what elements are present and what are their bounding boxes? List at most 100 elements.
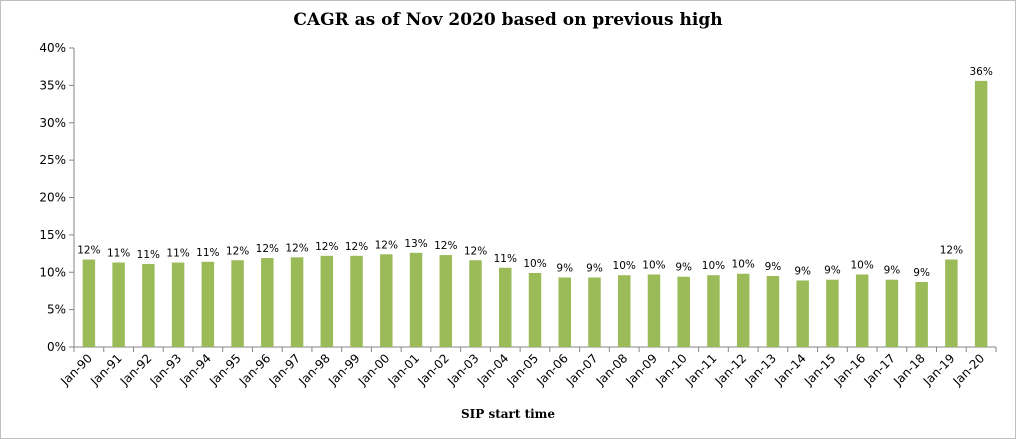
x-tick-label: Jan-02 xyxy=(414,351,452,389)
data-label: 12% xyxy=(940,245,963,257)
x-tick-label: Jan-07 xyxy=(563,351,601,389)
data-label: 11% xyxy=(107,248,130,260)
y-tick-label: 35% xyxy=(39,78,66,92)
data-label: 12% xyxy=(226,245,249,257)
bar xyxy=(409,252,423,347)
bar xyxy=(290,257,304,347)
bar xyxy=(112,262,125,347)
bar xyxy=(855,274,869,347)
bar xyxy=(142,264,155,347)
x-tick-label: Jan-08 xyxy=(593,351,631,389)
data-label: 10% xyxy=(613,260,636,272)
x-tick-label: Jan-16 xyxy=(831,351,869,389)
bar xyxy=(261,258,274,347)
data-label: 12% xyxy=(434,240,457,252)
bar xyxy=(677,276,690,347)
x-tick-label: Jan-91 xyxy=(87,351,125,389)
data-label: 12% xyxy=(375,239,398,251)
bar xyxy=(707,275,720,347)
y-tick-label: 40% xyxy=(39,41,66,55)
data-label: 11% xyxy=(166,248,189,260)
x-tick-label: Jan-94 xyxy=(176,351,214,389)
x-tick-label: Jan-19 xyxy=(920,351,958,389)
data-label: 9% xyxy=(913,267,930,279)
bar xyxy=(588,277,601,347)
bar xyxy=(885,279,899,347)
bar xyxy=(558,277,571,347)
bar xyxy=(826,279,839,347)
x-tick-label: Jan-15 xyxy=(801,351,839,389)
x-tick-label: Jan-09 xyxy=(623,351,661,389)
bar xyxy=(82,259,96,347)
data-label: 12% xyxy=(285,242,308,254)
data-label: 11% xyxy=(196,247,219,259)
data-label: 11% xyxy=(137,249,160,261)
data-label: 13% xyxy=(404,238,427,250)
data-label: 9% xyxy=(556,262,573,274)
data-label: 9% xyxy=(824,265,841,277)
data-label: 9% xyxy=(884,265,901,277)
y-tick-label: 25% xyxy=(39,153,66,167)
bar xyxy=(499,267,512,347)
bar xyxy=(231,260,244,347)
x-tick-label: Jan-05 xyxy=(504,351,542,389)
bar xyxy=(915,281,928,347)
x-tick-label: Jan-14 xyxy=(771,351,809,389)
bar xyxy=(736,273,750,347)
bar xyxy=(647,274,661,347)
data-label: 11% xyxy=(494,253,517,265)
data-label: 10% xyxy=(850,259,873,271)
bar xyxy=(171,262,185,347)
x-tick-label: Jan-04 xyxy=(474,351,512,389)
data-label: 12% xyxy=(345,241,368,253)
x-tick-label: Jan-06 xyxy=(533,351,571,389)
x-tick-label: Jan-97 xyxy=(266,351,304,389)
x-tick-label: Jan-18 xyxy=(890,351,928,389)
data-label: 9% xyxy=(675,262,692,274)
x-tick-label: Jan-99 xyxy=(325,351,363,389)
x-tick-label: Jan-92 xyxy=(117,351,155,389)
data-label: 9% xyxy=(765,261,782,273)
y-tick-label: 30% xyxy=(39,116,66,130)
data-label: 12% xyxy=(256,243,279,255)
x-tick-label: Jan-20 xyxy=(950,351,988,389)
x-tick-label: Jan-03 xyxy=(444,351,482,389)
x-tick-label: Jan-98 xyxy=(295,351,333,389)
data-label: 36% xyxy=(969,66,992,78)
data-label: 9% xyxy=(794,265,811,277)
x-tick-label: Jan-96 xyxy=(236,351,274,389)
x-tick-label: Jan-10 xyxy=(652,351,690,389)
bar xyxy=(945,259,958,347)
data-label: 12% xyxy=(315,241,338,253)
bar xyxy=(617,275,631,347)
x-tick-label: Jan-01 xyxy=(385,351,423,389)
y-tick-label: 5% xyxy=(47,303,66,317)
bar xyxy=(766,275,780,347)
bar xyxy=(974,80,988,347)
y-tick-label: 0% xyxy=(47,340,66,354)
data-label: 10% xyxy=(523,258,546,270)
bar xyxy=(469,260,482,347)
bar xyxy=(796,280,809,347)
bar xyxy=(528,272,542,347)
data-label: 10% xyxy=(642,259,665,271)
data-label: 9% xyxy=(586,262,603,274)
y-tick-label: 15% xyxy=(39,228,66,242)
x-tick-label: Jan-13 xyxy=(742,351,780,389)
y-tick-label: 10% xyxy=(39,265,66,279)
chart-title: CAGR as of Nov 2020 based on previous hi… xyxy=(293,10,723,30)
bar xyxy=(201,261,215,347)
x-tick-label: Jan-93 xyxy=(147,351,185,389)
data-label: 10% xyxy=(732,259,755,271)
x-axis-title: SIP start time xyxy=(460,407,556,421)
data-label: 12% xyxy=(464,245,487,257)
x-tick-label: Jan-12 xyxy=(712,351,750,389)
bar xyxy=(350,255,363,347)
x-tick-label: Jan-11 xyxy=(682,351,720,389)
data-label: 10% xyxy=(702,260,725,272)
x-tick-label: Jan-95 xyxy=(206,351,244,389)
bar xyxy=(320,255,334,347)
bar xyxy=(380,254,393,347)
